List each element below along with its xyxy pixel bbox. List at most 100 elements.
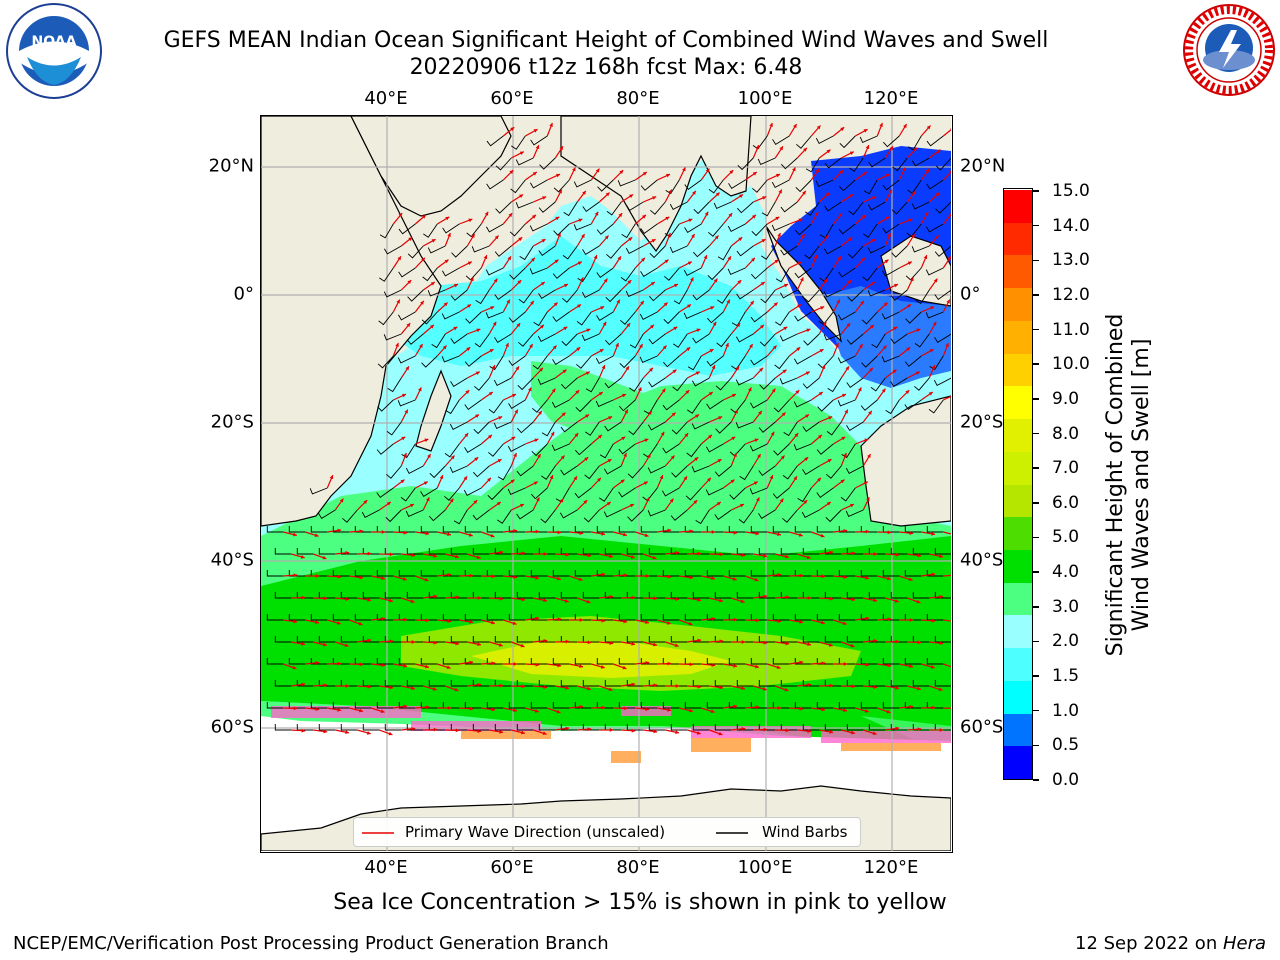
- wave-arrow-head: [911, 234, 915, 239]
- wave-arrow-head: [631, 641, 636, 646]
- wave-arrow-head: [909, 531, 914, 535]
- wind-barb: [648, 724, 666, 731]
- wave-arrow-head: [869, 367, 873, 372]
- wind-barb: [826, 465, 842, 479]
- wave-arrow-head: [770, 431, 775, 436]
- wind-barb: [288, 526, 306, 533]
- wave-arrow-head: [411, 553, 416, 557]
- wave-arrow-head: [748, 387, 752, 392]
- wind-barb: [730, 399, 746, 414]
- colorbar-tick: [1033, 224, 1039, 227]
- wave-arrow-head: [929, 349, 934, 353]
- wind-barb: [444, 443, 460, 458]
- wind-barb: [907, 179, 922, 194]
- colorbar-segment: [1004, 516, 1032, 550]
- wind-barb: [463, 487, 482, 497]
- wave-arrow-head: [781, 412, 786, 417]
- wind-barb: [736, 724, 754, 731]
- wind-barb: [714, 680, 732, 687]
- wind-barb: [847, 289, 864, 302]
- wave-arrow-head: [802, 190, 806, 195]
- wave-arrow-head: [587, 553, 592, 558]
- wave-arrow-head: [887, 232, 891, 237]
- wind-barb: [472, 548, 490, 555]
- wave-arrow-head: [600, 665, 605, 669]
- wave-arrow-head: [682, 167, 686, 172]
- wave-arrow-head: [892, 369, 897, 374]
- wave-arrow-head: [842, 621, 847, 626]
- wind-barb: [692, 377, 710, 387]
- wave-arrow-head: [464, 433, 469, 438]
- wave-arrow-head: [565, 726, 570, 731]
- wind-barb: [450, 680, 468, 687]
- wind-barb: [560, 509, 578, 519]
- wind-barb: [795, 223, 812, 236]
- colorbar-tick: [1033, 571, 1039, 573]
- wind-barb: [266, 570, 284, 577]
- colorbar-tick-label: 1.0: [1052, 700, 1080, 721]
- wind-barb: [420, 526, 438, 533]
- wave-arrow-head: [848, 237, 853, 241]
- wave-arrow-head: [620, 479, 625, 484]
- wave-arrow-head: [844, 409, 848, 414]
- wave-arrow-head: [557, 663, 562, 668]
- wave-arrow-head: [628, 237, 633, 241]
- wind-barb: [802, 465, 820, 476]
- wind-barb: [531, 443, 548, 457]
- wind-barb: [604, 636, 622, 643]
- wave-arrow-head: [697, 597, 702, 602]
- wave-arrow-head: [708, 392, 713, 396]
- wave-arrow-head: [575, 390, 580, 394]
- wave-arrow-head: [793, 124, 797, 129]
- wind-barb: [266, 702, 284, 709]
- wave-arrow-head: [894, 283, 898, 288]
- noaa-logo: NOAA: [6, 3, 102, 99]
- wave-arrow-head: [455, 641, 460, 646]
- wave-arrow-head: [623, 452, 627, 457]
- wind-barb: [362, 724, 380, 731]
- wave-arrow-head: [564, 599, 569, 603]
- wave-arrow-head: [388, 731, 393, 736]
- wave-arrow-head: [711, 365, 716, 370]
- wind-barb: [782, 465, 798, 480]
- wave-arrow-head: [865, 145, 870, 150]
- wind-barb: [620, 311, 636, 325]
- wind-barb: [362, 636, 380, 643]
- wave-arrow-head: [799, 706, 804, 711]
- wave-arrow-head: [467, 261, 472, 266]
- wave-arrow-head: [433, 594, 438, 599]
- wind-barb: [450, 548, 468, 555]
- wave-arrow-head: [638, 387, 642, 392]
- wind-barb: [573, 179, 592, 188]
- wave-arrow-head: [630, 555, 635, 559]
- wave-arrow-head: [322, 642, 327, 647]
- wind-barb: [596, 658, 614, 665]
- wave-arrow-head: [561, 412, 566, 417]
- wind-barb: [516, 465, 534, 477]
- wave-arrow-head: [447, 232, 451, 237]
- nws-logo: [1183, 4, 1275, 96]
- wave-arrow-head: [646, 497, 650, 502]
- colorbar-segment: [1004, 549, 1032, 583]
- wave-arrow-head: [669, 498, 674, 503]
- wind-barb: [706, 399, 724, 410]
- wind-barb: [507, 487, 526, 496]
- wind-barb: [386, 465, 402, 479]
- wave-arrow-head: [477, 729, 482, 733]
- wave-arrow-head: [447, 619, 452, 623]
- wave-arrow-head: [454, 283, 458, 288]
- wave-arrow-head: [761, 239, 766, 243]
- wind-barb: [384, 592, 402, 599]
- colorbar-tick: [1033, 675, 1039, 677]
- wave-arrow-head: [798, 218, 803, 223]
- colorbar-tick: [1033, 259, 1039, 262]
- wind-barb: [494, 548, 512, 555]
- wave-arrow-head: [508, 213, 513, 218]
- wave-arrow-head: [807, 596, 812, 600]
- wind-barb: [464, 443, 482, 454]
- wind-barb: [729, 487, 746, 500]
- wave-direction-arrow: [943, 619, 952, 622]
- wave-arrow-head: [691, 234, 695, 239]
- wind-barb: [552, 570, 570, 577]
- colorbar-tick-label: 9.0: [1052, 388, 1080, 409]
